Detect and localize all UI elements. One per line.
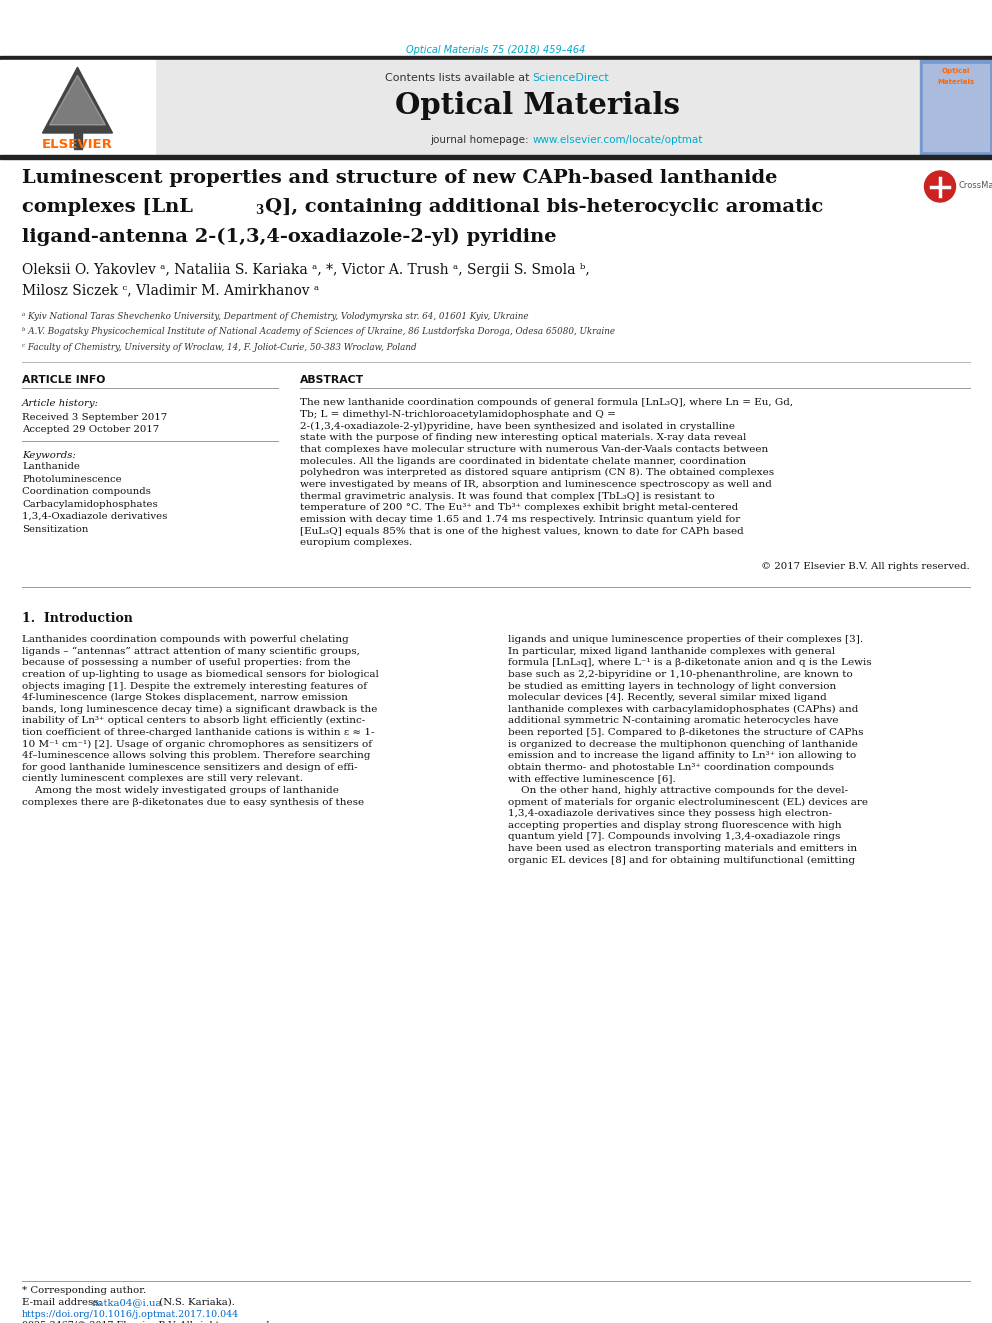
Text: 3: 3	[255, 204, 263, 217]
Text: 1.  Introduction: 1. Introduction	[22, 613, 133, 624]
Text: base such as 2,2-bipyridine or 1,10-phenanthroline, are known to: base such as 2,2-bipyridine or 1,10-phen…	[508, 669, 853, 679]
Circle shape	[925, 171, 955, 202]
Text: ᵇ A.V. Bogatsky Physicochemical Institute of National Academy of Sciences of Ukr: ᵇ A.V. Bogatsky Physicochemical Institut…	[22, 327, 615, 336]
Text: Optical: Optical	[941, 69, 970, 74]
Text: 2-(1,3,4-oxadiazole-2-yl)pyridine, have been synthesized and isolated in crystal: 2-(1,3,4-oxadiazole-2-yl)pyridine, have …	[300, 422, 735, 430]
Text: Received 3 September 2017: Received 3 September 2017	[22, 413, 168, 422]
Text: complexes [LnL: complexes [LnL	[22, 198, 192, 216]
Text: formula [LnL₃q], where L⁻¹ is a β-diketonate anion and q is the Lewis: formula [LnL₃q], where L⁻¹ is a β-diketo…	[508, 659, 872, 667]
Text: Milosz Siczek ᶜ, Vladimir M. Amirkhanov ᵃ: Milosz Siczek ᶜ, Vladimir M. Amirkhanov …	[22, 283, 319, 298]
Text: be studied as emitting layers in technology of light conversion: be studied as emitting layers in technol…	[508, 681, 836, 691]
Text: https://doi.org/10.1016/j.optmat.2017.10.044: https://doi.org/10.1016/j.optmat.2017.10…	[22, 1310, 239, 1319]
Text: [EuL₃Q] equals 85% that is one of the highest values, known to date for CAPh bas: [EuL₃Q] equals 85% that is one of the hi…	[300, 527, 744, 536]
Text: ᵃ Kyiv National Taras Shevchenko University, Department of Chemistry, Volodymyrs: ᵃ Kyiv National Taras Shevchenko Univers…	[22, 311, 529, 320]
Text: objects imaging [1]. Despite the extremely interesting features of: objects imaging [1]. Despite the extreme…	[22, 681, 367, 691]
Polygon shape	[50, 75, 105, 124]
Text: www.elsevier.com/locate/optmat: www.elsevier.com/locate/optmat	[533, 135, 703, 146]
Text: ligands and unique luminescence properties of their complexes [3].: ligands and unique luminescence properti…	[508, 635, 863, 644]
Text: Coordination compounds: Coordination compounds	[22, 487, 151, 496]
Text: ScienceDirect: ScienceDirect	[533, 73, 609, 83]
Text: journal homepage:: journal homepage:	[431, 135, 533, 146]
Text: Optical Materials: Optical Materials	[395, 91, 680, 120]
Text: inability of Ln³⁺ optical centers to absorb light efficiently (extinc-: inability of Ln³⁺ optical centers to abs…	[22, 716, 365, 725]
Text: molecular devices [4]. Recently, several similar mixed ligand: molecular devices [4]. Recently, several…	[508, 693, 826, 703]
Text: Keywords:: Keywords:	[22, 451, 75, 460]
Text: for good lanthanide luminescence sensitizers and design of effi-: for good lanthanide luminescence sensiti…	[22, 762, 358, 771]
Text: have been used as electron transporting materials and emitters in: have been used as electron transporting …	[508, 844, 857, 853]
Text: 1,3,4-oxadiazole derivatives since they possess high electron-: 1,3,4-oxadiazole derivatives since they …	[508, 810, 832, 818]
Text: Accepted 29 October 2017: Accepted 29 October 2017	[22, 425, 160, 434]
Text: ARTICLE INFO: ARTICLE INFO	[22, 374, 105, 385]
Text: Lanthanides coordination compounds with powerful chelating: Lanthanides coordination compounds with …	[22, 635, 349, 644]
Text: opment of materials for organic electroluminescent (EL) devices are: opment of materials for organic electrol…	[508, 798, 868, 807]
Text: lanthanide complexes with carbacylamidophosphates (CAPhs) and: lanthanide complexes with carbacylamidop…	[508, 705, 858, 714]
Text: ABSTRACT: ABSTRACT	[300, 374, 364, 385]
Bar	[73, 131, 81, 149]
Text: * Corresponding author.: * Corresponding author.	[22, 1286, 146, 1295]
Text: E-mail address:: E-mail address:	[22, 1298, 105, 1307]
Text: europium complexes.: europium complexes.	[300, 538, 413, 548]
Text: additional symmetric N-containing aromatic heterocycles have: additional symmetric N-containing aromat…	[508, 716, 838, 725]
Text: © 2017 Elsevier B.V. All rights reserved.: © 2017 Elsevier B.V. All rights reserved…	[761, 562, 970, 572]
Text: In particular, mixed ligand lanthanide complexes with general: In particular, mixed ligand lanthanide c…	[508, 647, 835, 656]
Text: Photoluminescence: Photoluminescence	[22, 475, 122, 483]
Text: because of possessing a number of useful properties: from the: because of possessing a number of useful…	[22, 659, 350, 667]
Text: quantum yield [7]. Compounds involving 1,3,4-oxadiazole rings: quantum yield [7]. Compounds involving 1…	[508, 832, 840, 841]
Text: molecules. All the ligands are coordinated in bidentate chelate manner, coordina: molecules. All the ligands are coordinat…	[300, 456, 746, 466]
Text: 1,3,4-Oxadiazole derivatives: 1,3,4-Oxadiazole derivatives	[22, 512, 168, 521]
Text: emission with decay time 1.65 and 1.74 ms respectively. Intrinsic quantum yield : emission with decay time 1.65 and 1.74 m…	[300, 515, 740, 524]
Text: Sensitization: Sensitization	[22, 524, 88, 533]
Text: ciently luminescent complexes are still very relevant.: ciently luminescent complexes are still …	[22, 774, 303, 783]
Text: were investigated by means of IR, absorption and luminescence spectroscopy as we: were investigated by means of IR, absorp…	[300, 480, 772, 490]
Bar	[155, 61, 920, 155]
Text: with effective luminescence [6].: with effective luminescence [6].	[508, 774, 676, 783]
Bar	[0, 56, 992, 61]
Text: temperature of 200 °C. The Eu³⁺ and Tb³⁺ complexes exhibit bright metal-centered: temperature of 200 °C. The Eu³⁺ and Tb³⁺…	[300, 503, 738, 512]
Text: ᶜ Faculty of Chemistry, University of Wroclaw, 14, F. Joliot-Curie, 50-383 Wrocl: ᶜ Faculty of Chemistry, University of Wr…	[22, 343, 417, 352]
Text: (N.S. Kariaka).: (N.S. Kariaka).	[156, 1298, 235, 1307]
Text: state with the purpose of finding new interesting optical materials. X-ray data : state with the purpose of finding new in…	[300, 433, 746, 442]
Bar	[0, 155, 992, 159]
Text: Carbacylamidophosphates: Carbacylamidophosphates	[22, 500, 158, 508]
Polygon shape	[43, 67, 112, 134]
Text: complexes there are β-diketonates due to easy synthesis of these: complexes there are β-diketonates due to…	[22, 798, 364, 807]
Text: Among the most widely investigated groups of lanthanide: Among the most widely investigated group…	[22, 786, 339, 795]
Text: 10 M⁻¹ cm⁻¹) [2]. Usage of organic chromophores as sensitizers of: 10 M⁻¹ cm⁻¹) [2]. Usage of organic chrom…	[22, 740, 372, 749]
Text: The new lanthanide coordination compounds of general formula [LnL₃Q], where Ln =: The new lanthanide coordination compound…	[300, 398, 794, 407]
Bar	[0, 61, 155, 155]
Text: 4f-luminescence (large Stokes displacement, narrow emission: 4f-luminescence (large Stokes displaceme…	[22, 693, 348, 703]
Text: been reported [5]. Compared to β-diketones the structure of CAPhs: been reported [5]. Compared to β-diketon…	[508, 728, 863, 737]
Text: accepting properties and display strong fluorescence with high: accepting properties and display strong …	[508, 820, 841, 830]
Bar	[923, 65, 989, 151]
Text: bands, long luminescence decay time) a significant drawback is the: bands, long luminescence decay time) a s…	[22, 705, 377, 714]
Text: ELSEVIER: ELSEVIER	[42, 138, 113, 151]
Text: obtain thermo- and photostable Ln³⁺ coordination compounds: obtain thermo- and photostable Ln³⁺ coor…	[508, 762, 834, 771]
Text: ligand-antenna 2-(1,3,4-oxadiazole-2-yl) pyridine: ligand-antenna 2-(1,3,4-oxadiazole-2-yl)…	[22, 228, 557, 246]
Text: Q], containing additional bis-heterocyclic aromatic: Q], containing additional bis-heterocycl…	[265, 198, 823, 216]
Text: 0925-3467/© 2017 Elsevier B.V. All rights reserved.: 0925-3467/© 2017 Elsevier B.V. All right…	[22, 1320, 273, 1323]
Text: 4f–luminescence allows solving this problem. Therefore searching: 4f–luminescence allows solving this prob…	[22, 751, 370, 761]
Text: that complexes have molecular structure with numerous Van-der-Vaals contacts bet: that complexes have molecular structure …	[300, 445, 768, 454]
Text: organic EL devices [8] and for obtaining multifunctional (emitting: organic EL devices [8] and for obtaining…	[508, 856, 855, 865]
Text: Optical Materials 75 (2018) 459–464: Optical Materials 75 (2018) 459–464	[407, 45, 585, 56]
Text: emission and to increase the ligand affinity to Ln³⁺ ion allowing to: emission and to increase the ligand affi…	[508, 751, 856, 761]
Text: Tb; L = dimethyl-N-trichloroacetylamidophosphate and Q =: Tb; L = dimethyl-N-trichloroacetylamidop…	[300, 410, 616, 418]
Text: Article history:: Article history:	[22, 400, 99, 407]
Text: On the other hand, highly attractive compounds for the devel-: On the other hand, highly attractive com…	[508, 786, 848, 795]
Text: is organized to decrease the multiphonon quenching of lanthanide: is organized to decrease the multiphonon…	[508, 740, 858, 749]
Text: creation of up-lighting to usage as biomedical sensors for biological: creation of up-lighting to usage as biom…	[22, 669, 379, 679]
Text: Luminescent properties and structure of new CAPh-based lanthanide: Luminescent properties and structure of …	[22, 168, 778, 187]
Text: Oleksii O. Yakovlev ᵃ, Nataliia S. Kariaka ᵃ, *, Victor A. Trush ᵃ, Sergii S. Sm: Oleksii O. Yakovlev ᵃ, Nataliia S. Karia…	[22, 262, 590, 277]
Bar	[920, 61, 992, 155]
Text: CrossMark: CrossMark	[958, 180, 992, 189]
Text: Lanthanide: Lanthanide	[22, 462, 80, 471]
Text: natka04@i.ua: natka04@i.ua	[92, 1298, 163, 1307]
Text: Materials: Materials	[937, 79, 974, 85]
Text: tion coefficient of three-charged lanthanide cations is within ε ≈ 1-: tion coefficient of three-charged lantha…	[22, 728, 375, 737]
Text: thermal gravimetric analysis. It was found that complex [TbL₃Q] is resistant to: thermal gravimetric analysis. It was fou…	[300, 492, 715, 500]
Text: Contents lists available at: Contents lists available at	[385, 73, 533, 83]
Text: ligands – “antennas” attract attention of many scientific groups,: ligands – “antennas” attract attention o…	[22, 647, 360, 656]
Text: polyhedron was interpreted as distored square antiprism (CN 8). The obtained com: polyhedron was interpreted as distored s…	[300, 468, 774, 478]
